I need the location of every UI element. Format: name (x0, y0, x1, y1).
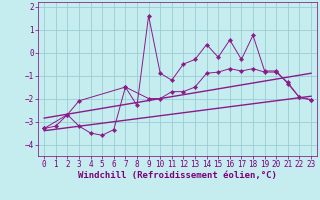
X-axis label: Windchill (Refroidissement éolien,°C): Windchill (Refroidissement éolien,°C) (78, 171, 277, 180)
